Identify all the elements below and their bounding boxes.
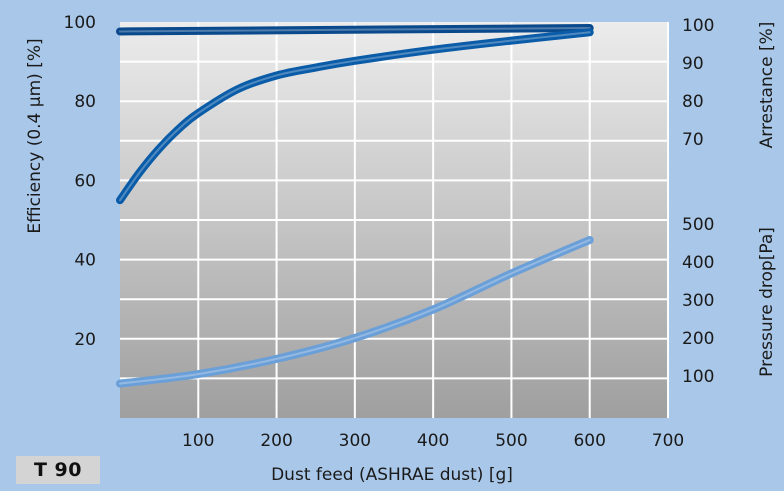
arrestance-tick-label: 70 bbox=[682, 130, 704, 150]
pressure-drop-tick-label: 300 bbox=[682, 291, 714, 311]
arrestance-line-highlight bbox=[119, 27, 591, 33]
efficiency-line bbox=[116, 28, 594, 205]
series-layer bbox=[116, 24, 594, 388]
left-axis-title: Efficiency (0.4 µm) [%] bbox=[25, 38, 45, 233]
grid-lines bbox=[120, 22, 669, 418]
efficiency-tick-label: 20 bbox=[74, 330, 96, 350]
product-label: T 90 bbox=[33, 459, 82, 481]
efficiency-line-highlight bbox=[119, 31, 591, 202]
arrestance-tick-label: 100 bbox=[682, 16, 714, 36]
pressure-drop-line bbox=[116, 235, 594, 388]
x-axis-title: Dust feed (ASHRAE dust) [g] bbox=[271, 465, 513, 485]
efficiency-tick-label: 80 bbox=[74, 92, 96, 112]
pressure-drop-tick-label: 200 bbox=[682, 329, 714, 349]
efficiency-tick-label: 100 bbox=[64, 13, 96, 33]
arrestance-tick-label: 90 bbox=[682, 54, 704, 74]
pressure-drop-tick-label: 500 bbox=[682, 215, 714, 235]
arrestance-tick-label: 80 bbox=[682, 92, 704, 112]
x-tick-label: 400 bbox=[417, 431, 449, 451]
pressure-drop-tick-label: 400 bbox=[682, 253, 714, 273]
x-tick-label: 200 bbox=[260, 431, 292, 451]
x-tick-label: 300 bbox=[339, 431, 371, 451]
efficiency-tick-label: 60 bbox=[74, 171, 96, 191]
x-tick-label: 100 bbox=[182, 431, 214, 451]
efficiency-tick-label: 40 bbox=[74, 251, 96, 271]
x-tick-label: 500 bbox=[495, 431, 527, 451]
x-tick-label: 600 bbox=[573, 431, 605, 451]
pressure-drop-line-highlight bbox=[119, 238, 591, 385]
pressure-drop-tick-label: 100 bbox=[682, 367, 714, 387]
x-tick-label: 700 bbox=[652, 431, 684, 451]
pressure-drop-axis-title: Pressure drop[Pa] bbox=[757, 227, 777, 377]
arrestance-axis-title: Arrestance [%] bbox=[757, 22, 777, 149]
arrestance-line bbox=[116, 24, 594, 36]
tick-labels: 100 200 300 400 500 600 700 20 40 60 80 100 70 80 90 10… bbox=[64, 13, 715, 451]
product-label-badge: T 90 bbox=[16, 456, 100, 484]
